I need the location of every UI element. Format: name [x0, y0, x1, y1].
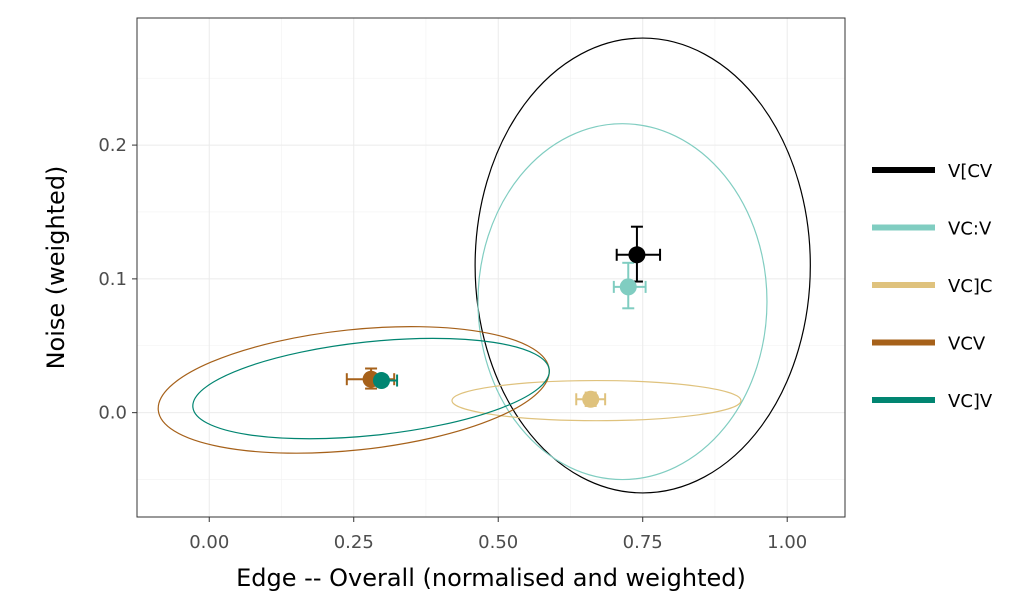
x-tick-label: 1.00	[767, 532, 807, 553]
point-VC]C	[582, 390, 600, 408]
legend-item-VC]V: VC]V	[872, 391, 993, 412]
ellipse-VC]V	[192, 337, 550, 440]
panel-border	[136, 17, 846, 518]
data-points	[362, 246, 646, 408]
legend-label: VC:V	[948, 219, 992, 240]
point-VC]V	[372, 372, 390, 390]
axis-ticks: 0.00 0.25 0.50 0.75 1.00 0.0 0.1 0.2	[98, 135, 807, 553]
ellipse-VC:V	[477, 123, 768, 481]
grid	[137, 18, 845, 517]
y-tick-label: 0.1	[98, 269, 127, 290]
ellipse-V[CV	[474, 37, 811, 494]
legend-label: V[CV	[948, 161, 993, 182]
x-tick-label: 0.25	[334, 532, 374, 553]
point-VC:V	[619, 278, 637, 296]
confidence-ellipses	[157, 37, 811, 494]
legend-label: VCV	[948, 334, 986, 355]
legend-label: VC]V	[948, 391, 993, 412]
legend-item-V[CV: V[CV	[872, 161, 993, 182]
ellipse-VC]C	[451, 379, 742, 422]
legend: V[CV VC:V VC]C VCV VC]V	[872, 161, 993, 412]
point-V[CV	[628, 246, 646, 264]
y-axis-title: Noise (weighted)	[42, 166, 70, 370]
y-tick-label: 0.2	[98, 135, 127, 156]
legend-item-VC:V: VC:V	[872, 219, 992, 240]
x-axis-title: Edge -- Overall (normalised and weighted…	[236, 564, 746, 592]
legend-item-VCV: VCV	[872, 334, 986, 355]
x-tick-label: 0.50	[478, 532, 518, 553]
x-tick-label: 0.00	[189, 532, 229, 553]
y-tick-label: 0.0	[98, 403, 127, 424]
legend-item-VC]C: VC]C	[872, 276, 992, 297]
error-bars	[345, 225, 662, 407]
legend-label: VC]C	[948, 276, 992, 297]
x-tick-label: 0.75	[623, 532, 663, 553]
